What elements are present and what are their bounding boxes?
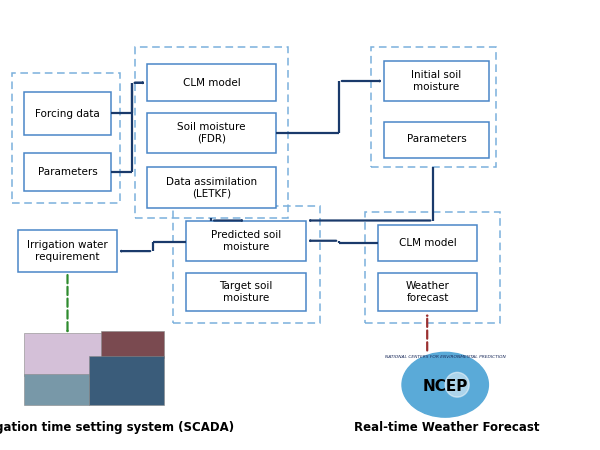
Text: Soil moisture
(FDR): Soil moisture (FDR) xyxy=(177,122,246,144)
Text: CLM model: CLM model xyxy=(182,78,241,88)
FancyBboxPatch shape xyxy=(24,153,111,191)
Text: Irrigation water
requirement: Irrigation water requirement xyxy=(27,240,108,262)
FancyBboxPatch shape xyxy=(186,220,306,261)
FancyBboxPatch shape xyxy=(147,167,276,208)
Text: Irrigation time setting system (SCADA): Irrigation time setting system (SCADA) xyxy=(0,421,235,434)
FancyBboxPatch shape xyxy=(89,356,164,405)
FancyBboxPatch shape xyxy=(147,112,276,153)
FancyBboxPatch shape xyxy=(101,331,164,358)
FancyBboxPatch shape xyxy=(186,273,306,311)
FancyBboxPatch shape xyxy=(384,122,489,158)
Text: Real-time Weather Forecast: Real-time Weather Forecast xyxy=(354,421,540,434)
Ellipse shape xyxy=(445,373,469,397)
Text: Parameters: Parameters xyxy=(407,135,466,144)
FancyBboxPatch shape xyxy=(24,333,102,376)
FancyBboxPatch shape xyxy=(24,92,111,135)
FancyBboxPatch shape xyxy=(18,230,117,272)
FancyBboxPatch shape xyxy=(147,64,276,101)
FancyBboxPatch shape xyxy=(378,273,477,311)
Text: Weather
forecast: Weather forecast xyxy=(406,282,449,303)
Text: Predicted soil
moisture: Predicted soil moisture xyxy=(211,230,281,252)
Text: NCEP: NCEP xyxy=(422,378,468,394)
FancyBboxPatch shape xyxy=(24,374,89,405)
Text: Target soil
moisture: Target soil moisture xyxy=(220,282,272,303)
Text: NATIONAL CENTERS FOR ENVIRONMENTAL PREDICTION: NATIONAL CENTERS FOR ENVIRONMENTAL PREDI… xyxy=(385,356,506,359)
FancyBboxPatch shape xyxy=(384,61,489,101)
FancyBboxPatch shape xyxy=(375,351,513,421)
Text: CLM model: CLM model xyxy=(398,238,457,248)
Text: Data assimilation
(LETKF): Data assimilation (LETKF) xyxy=(166,177,257,198)
Circle shape xyxy=(402,352,488,417)
Text: Forcing data: Forcing data xyxy=(35,108,100,119)
Text: Initial soil
moisture: Initial soil moisture xyxy=(412,70,461,92)
FancyBboxPatch shape xyxy=(378,225,477,261)
Text: Parameters: Parameters xyxy=(38,167,97,177)
